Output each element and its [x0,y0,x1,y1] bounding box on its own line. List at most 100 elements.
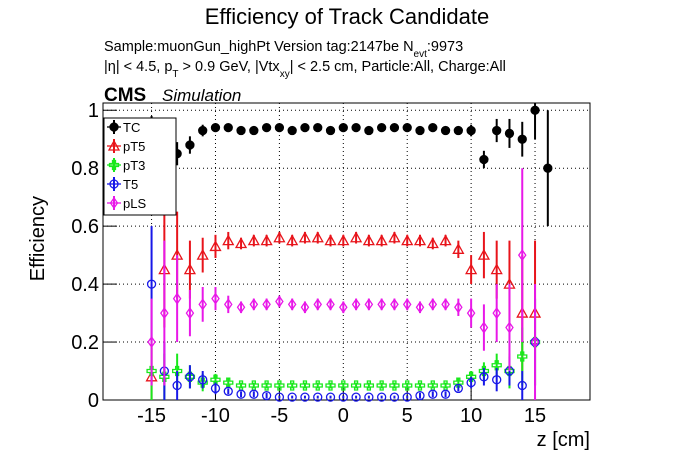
marker [529,336,541,348]
marker [338,392,348,402]
marker [172,380,182,391]
marker [249,125,259,136]
marker [377,122,387,133]
marker [249,298,259,311]
marker [364,392,374,402]
marker [377,392,387,402]
marker [274,392,285,402]
marker [198,125,208,136]
marker [312,380,323,391]
marker [517,380,527,391]
marker [247,234,260,246]
marker [428,122,438,133]
marker [210,122,221,133]
marker [236,389,246,399]
marker [504,365,515,377]
marker [439,234,452,246]
marker [146,279,157,289]
x-tick-label: -5 [270,405,288,427]
marker [530,105,540,115]
marker [389,392,400,402]
marker [260,234,273,246]
legend-label: pT3 [123,158,145,173]
subtitle-part: |η| < 4.5, p [104,59,172,75]
legend-label: pT5 [123,139,145,154]
x-axis-label: z [cm] [537,429,590,451]
marker [517,134,527,144]
marker [376,380,387,391]
marker [234,237,248,249]
marker [388,231,401,243]
marker [453,125,463,136]
marker [198,375,208,385]
marker [351,298,361,311]
marker [298,231,312,243]
legend-label: T5 [123,177,138,192]
marker [339,301,348,314]
subtitle-part: Sample:muonGun_highPt Version tag:2147be… [104,39,414,55]
marker [299,380,311,391]
x-tick-label: 0 [338,405,349,427]
legend-label: pLS [123,196,146,211]
y-tick-label: 0.8 [71,158,99,180]
marker [492,375,502,385]
marker [236,125,246,136]
marker [222,234,235,246]
marker [363,380,375,391]
marker [313,392,323,402]
marker [287,298,297,311]
marker [337,234,350,246]
marker [492,306,501,320]
marker [453,377,464,388]
marker [185,372,195,382]
marker [414,380,426,391]
marker [453,383,463,394]
subtitle: |η| < 4.5, pT > 0.9 GeV, |Vtxxy| < 2.5 c… [104,59,506,80]
marker [324,234,337,246]
marker [262,298,271,311]
marker [274,380,285,391]
subtitle-part: > 0.9 GeV, |Vtx [179,59,281,75]
marker [338,122,348,133]
marker [196,248,209,260]
marker [426,237,439,249]
y-tick-label: 0 [88,390,99,412]
marker [351,122,361,133]
experiment-note: Simulation [162,86,241,105]
marker [478,365,490,377]
marker [452,242,465,254]
marker [402,380,413,391]
marker [377,298,386,311]
marker [415,391,425,401]
marker [160,306,169,320]
marker [466,125,476,136]
y-tick-label: 0.2 [71,332,99,354]
marker [491,360,502,371]
marker [273,231,286,243]
marker [223,298,233,311]
marker [492,125,502,136]
marker [517,351,528,362]
experiment: CMS [104,85,146,106]
marker [236,301,246,314]
marker [108,159,120,171]
marker [287,380,298,391]
marker [490,263,503,275]
marker [441,298,450,311]
marker [109,122,119,132]
marker [146,365,157,377]
marker [223,386,233,396]
marker [504,128,515,139]
marker [351,392,361,402]
marker [286,234,299,246]
marker [313,122,323,133]
marker [198,298,207,311]
legend-label: TC [123,120,140,135]
marker [261,380,272,391]
x-tick-label: 10 [460,405,482,427]
marker [465,371,477,382]
y-tick-label: 1 [88,100,99,122]
marker [325,380,336,391]
marker [274,122,285,133]
